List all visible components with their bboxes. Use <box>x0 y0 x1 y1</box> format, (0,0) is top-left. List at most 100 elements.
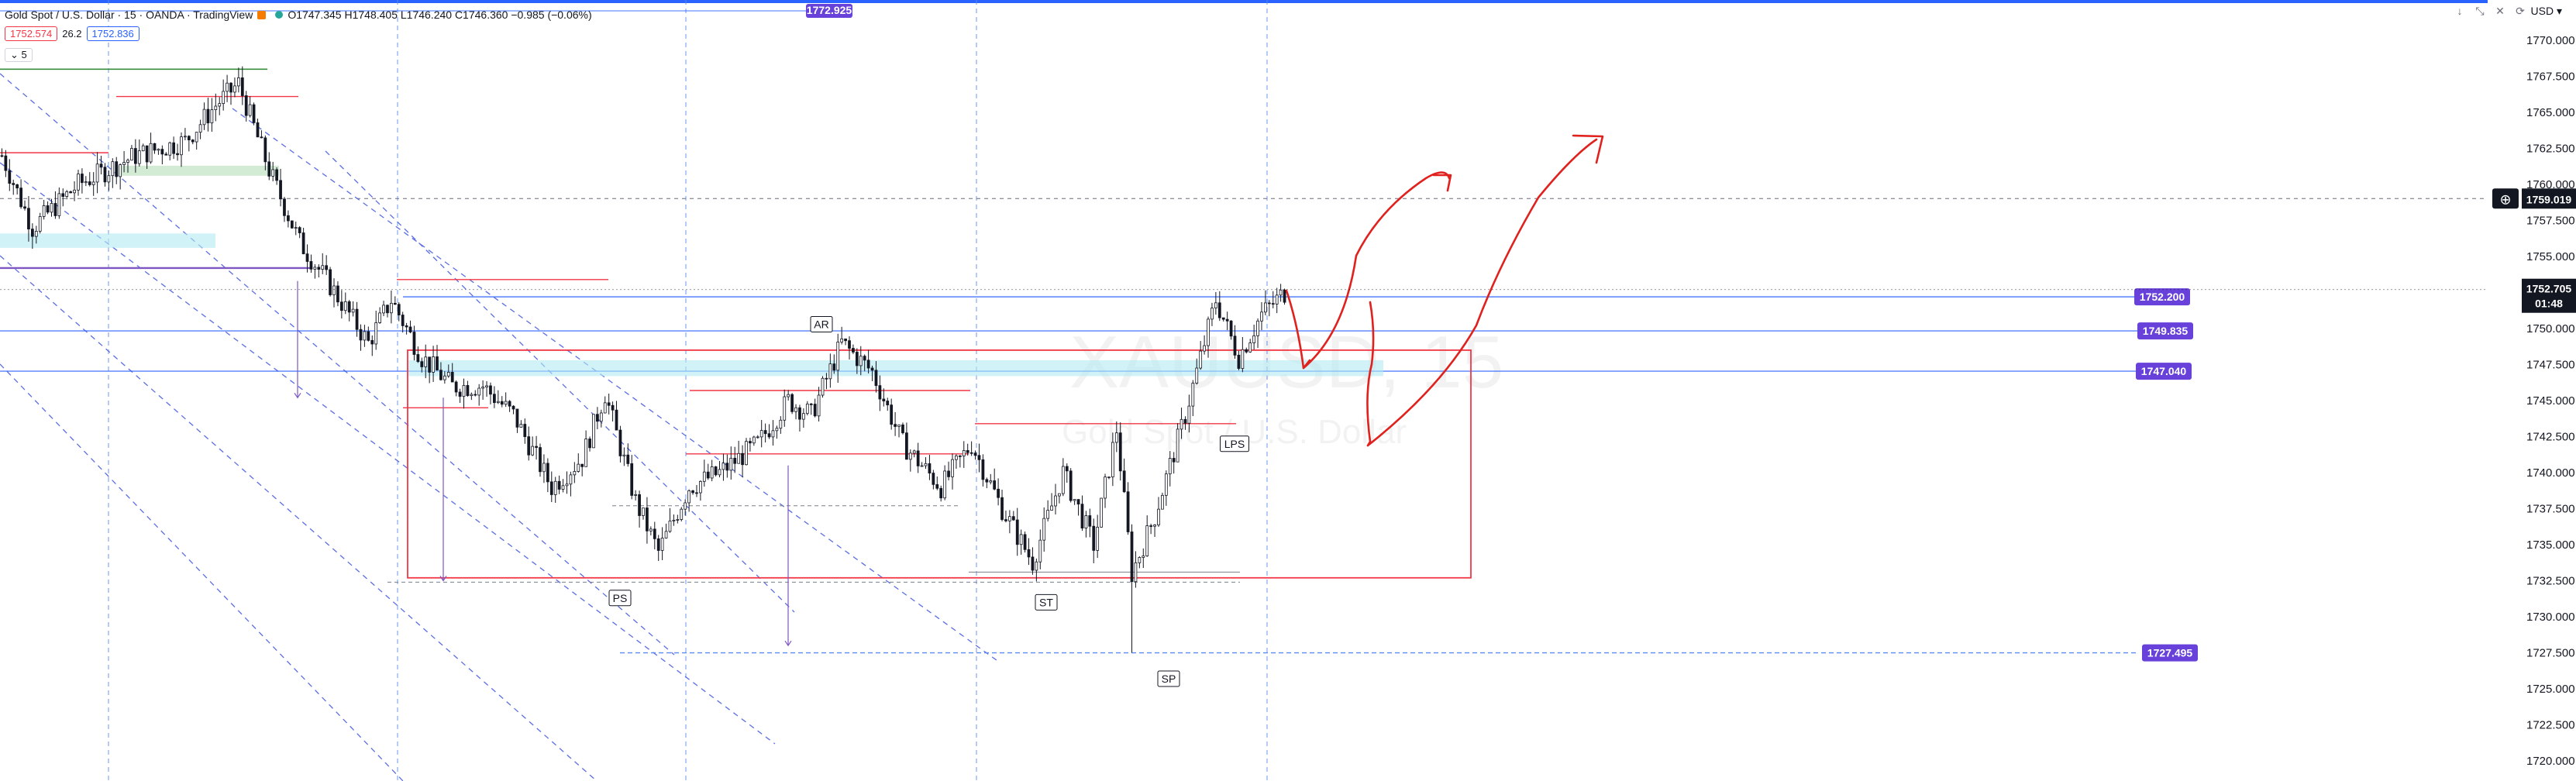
candle-body <box>1043 518 1045 540</box>
indicators-collapse-button[interactable]: ⌄ 5 <box>5 48 33 62</box>
candle-body <box>447 372 449 376</box>
market-status-icon <box>257 11 266 19</box>
candle-body <box>104 167 106 182</box>
symbol-title[interactable]: Gold Spot / U.S. Dollar · 15 · OANDA · T… <box>5 9 253 21</box>
price-axis-tick: 1770.000 <box>2526 34 2575 47</box>
candle-body <box>932 473 935 485</box>
chevron-down-icon: ▾ <box>2554 5 2562 17</box>
candle-body <box>566 484 568 486</box>
candle-body <box>898 425 901 426</box>
candle-body <box>536 446 538 447</box>
candle-body <box>1028 549 1030 557</box>
candle-body <box>742 453 744 464</box>
candle-body <box>1242 349 1244 368</box>
candle-body <box>443 376 446 380</box>
candle-body <box>455 382 457 392</box>
trend-channel-line <box>325 151 794 612</box>
candle-body <box>768 434 770 437</box>
candle-body <box>505 401 507 404</box>
price-axis-tick: 1740.000 <box>2526 466 2575 480</box>
refresh-icon[interactable]: ⟳ <box>2514 5 2526 18</box>
candle-body <box>1146 526 1149 556</box>
candle-body <box>806 404 808 413</box>
annotation-label-st: ST <box>1039 596 1053 608</box>
candle-body <box>280 181 282 199</box>
price-axis-tick: 1755.000 <box>2526 250 2575 263</box>
candle-body <box>653 529 656 539</box>
candle-body <box>1268 303 1270 304</box>
freehand-arrow <box>1573 136 1603 163</box>
candle-body <box>1253 335 1255 342</box>
candle-body <box>925 463 927 466</box>
candle-body <box>944 471 946 498</box>
candle-body <box>1123 471 1125 492</box>
candle-body <box>703 472 705 481</box>
candle-body <box>1115 433 1118 442</box>
candle-body <box>322 266 324 270</box>
candle-body <box>1161 495 1163 509</box>
candle-body <box>1230 321 1232 336</box>
arrow-down-icon[interactable]: ↓ <box>2454 5 2466 18</box>
candle-body <box>142 146 144 150</box>
symbol-legend[interactable]: Gold Spot / U.S. Dollar · 15 · OANDA · T… <box>5 6 597 23</box>
candle-body <box>699 481 701 493</box>
candle-body <box>1085 515 1087 528</box>
close-icon[interactable]: ✕ <box>2494 5 2506 18</box>
buy-button[interactable]: 1752.836 <box>87 26 139 41</box>
candle-body <box>1051 506 1053 511</box>
candle-body <box>207 109 209 123</box>
candle-body <box>1 156 3 157</box>
expand-icon[interactable]: ⤡ <box>2474 5 2486 18</box>
candle-body <box>528 437 530 456</box>
candle-body <box>570 475 572 484</box>
trend-channel-line <box>0 364 403 781</box>
candle-body <box>249 105 251 115</box>
price-axis-tick: 1720.000 <box>2526 755 2575 768</box>
candle-body <box>195 132 198 142</box>
price-axis-tick: 1762.500 <box>2526 143 2575 156</box>
candle-body <box>108 176 110 182</box>
candle-body <box>982 459 984 480</box>
candle-body <box>1192 384 1194 407</box>
candle-body <box>436 356 439 370</box>
candle-body <box>887 401 889 405</box>
candle-body <box>1111 442 1114 477</box>
candle-body <box>627 455 629 463</box>
candle-body <box>994 480 996 489</box>
candle-body <box>1069 471 1072 501</box>
candle-body <box>970 452 973 453</box>
candle-body <box>1016 520 1018 545</box>
candle-body <box>291 221 293 228</box>
candle-body <box>5 156 7 170</box>
price-axis-tick: 1757.500 <box>2526 215 2575 228</box>
candle-body <box>1131 532 1133 581</box>
candle-body <box>31 229 33 237</box>
currency-selector[interactable]: USD ▾ <box>2531 5 2562 18</box>
candle-body <box>325 266 328 270</box>
candle-body <box>333 286 336 295</box>
candle-body <box>81 174 83 183</box>
candle-body <box>756 437 759 438</box>
sell-button[interactable]: 1752.574 <box>5 26 57 41</box>
candle-body <box>849 341 851 349</box>
candle-body <box>1200 351 1202 368</box>
candle-body <box>310 261 312 269</box>
candle-body <box>115 162 118 177</box>
candle-body <box>336 286 339 302</box>
candle-body <box>661 538 663 550</box>
candle-body <box>245 95 247 115</box>
candle-body <box>429 357 431 373</box>
candle-body <box>294 228 297 229</box>
candle-body <box>1066 466 1068 471</box>
candle-body <box>669 521 671 531</box>
candle-body <box>677 519 679 520</box>
annotation-label-sp: SP <box>1162 673 1176 685</box>
trend-channel-line <box>232 108 1000 662</box>
candle-body <box>845 339 847 340</box>
candle-body <box>592 415 594 448</box>
candle-body <box>776 428 778 431</box>
candle-body <box>474 394 477 395</box>
candle-body <box>39 216 41 231</box>
candle-body <box>990 480 992 482</box>
